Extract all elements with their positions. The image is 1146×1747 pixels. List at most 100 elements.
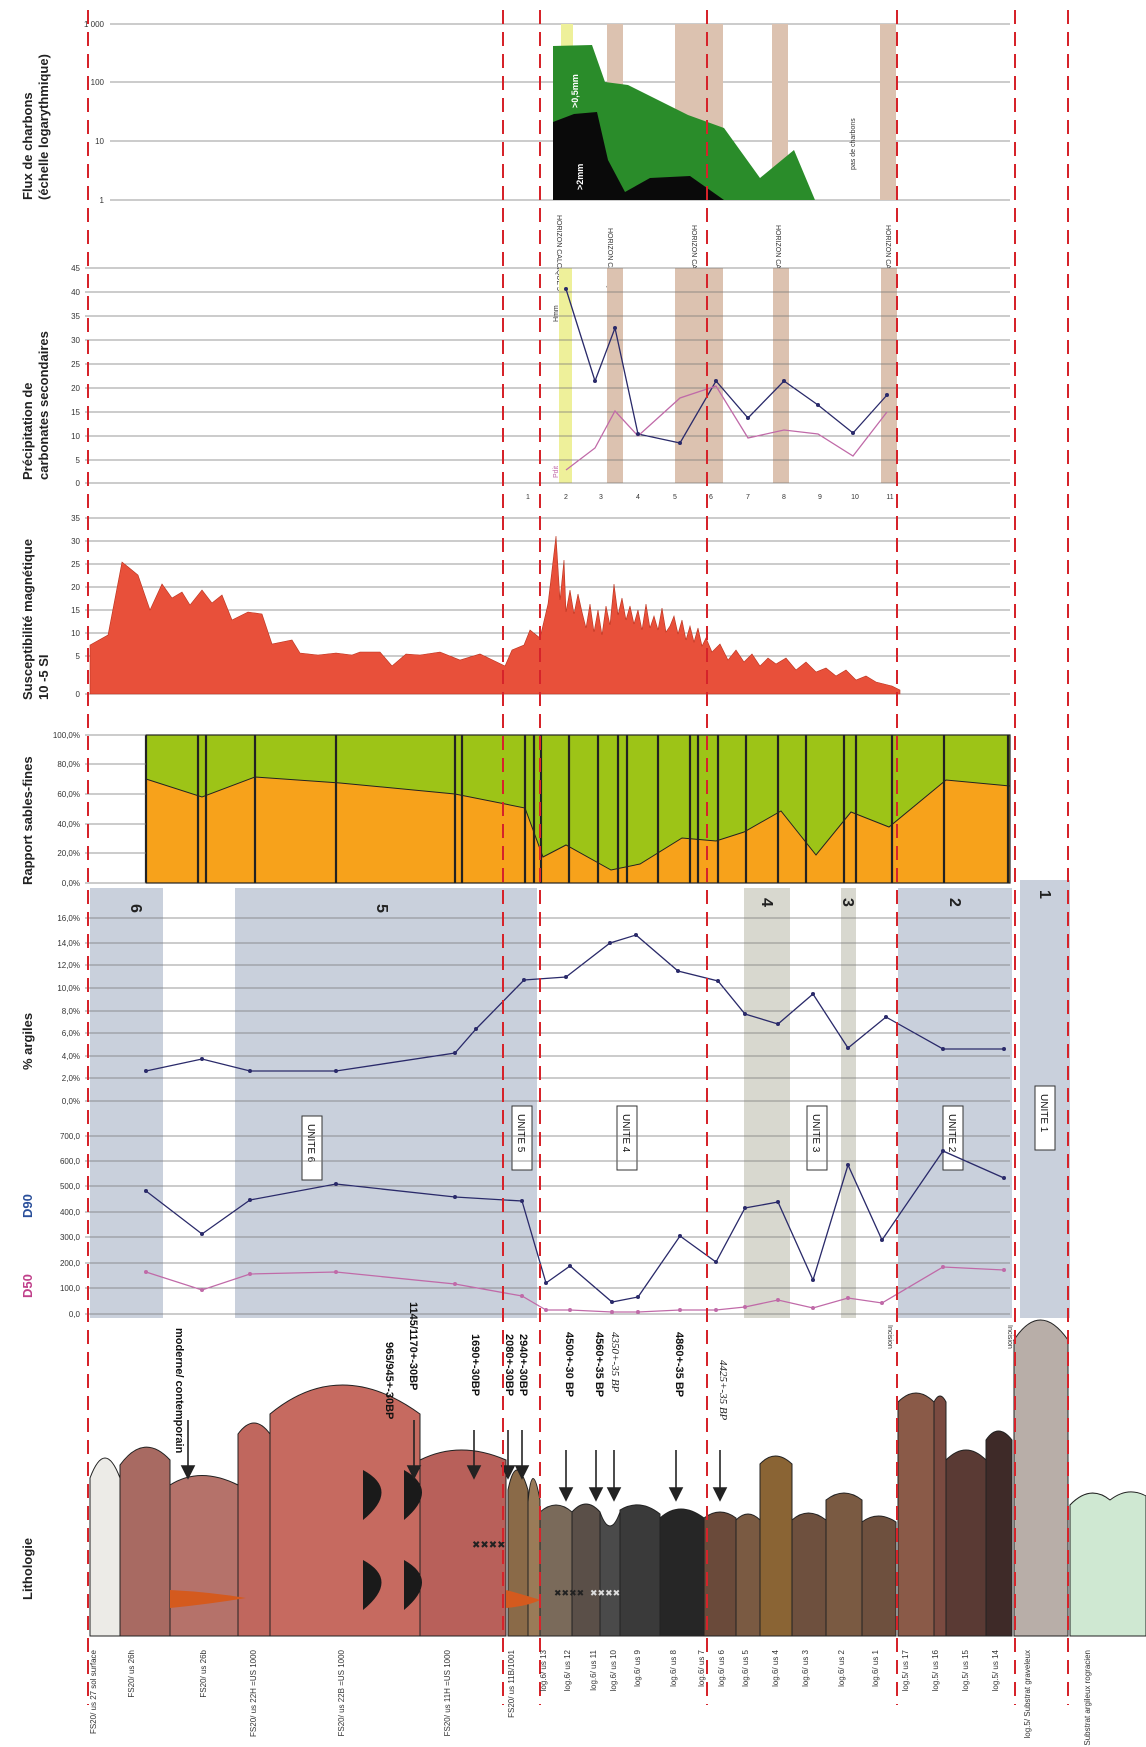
- sample-label: log.5/ us 15: [961, 1649, 970, 1691]
- sample-label: log.5/ us 17: [901, 1649, 910, 1691]
- clay-tick: 16,0%: [57, 914, 80, 923]
- sample-index: 9: [818, 494, 822, 501]
- grain-tick: 100,0: [60, 1284, 81, 1293]
- svg-text:✖✖✖✖: ✖✖✖✖: [590, 1589, 620, 1599]
- d50-label: D50: [20, 1274, 35, 1298]
- date-label: 1145/1170+-30BP: [407, 1302, 419, 1390]
- date-label: 4350+-35 BP: [609, 1332, 621, 1393]
- sample-label: log.6/ us 10: [609, 1649, 618, 1691]
- sample-label: log.6/ us 12: [563, 1649, 572, 1691]
- svg-text:✖✖✖✖: ✖✖✖✖: [554, 1589, 584, 1599]
- charcoal-area-coarse: [553, 112, 724, 200]
- sample-label: log.6/ us 3: [801, 1649, 810, 1686]
- sample-label: FS20/ us 11H =US 1000: [443, 1649, 452, 1736]
- sand-tick: 80,0%: [57, 760, 80, 769]
- carb-tick: 40: [71, 288, 80, 297]
- sample-label: FS20/ us 22B =US 1000: [337, 1649, 346, 1736]
- clay-tick: 8,0%: [62, 1007, 80, 1016]
- carb-tick: 15: [71, 408, 80, 417]
- charcoal-panel: 1 000 100 10 1 >0,5mm >2mm pas de charbo…: [20, 20, 1010, 205]
- mag-axis-label: Susceptibilité magnétique: [20, 539, 35, 700]
- sample-label: log.6/ us 8: [669, 1649, 678, 1686]
- sample-label: FS20/ us 26h: [127, 1650, 136, 1698]
- incision-label: Incision: [1006, 1325, 1013, 1349]
- charcoal-axis-label-2: (échelle logarythmique): [36, 54, 51, 200]
- date-label: 2080+-30BP: [503, 1334, 515, 1396]
- clay-tick: 10,0%: [57, 984, 80, 993]
- lithology-axis-label: Lithologie: [20, 1538, 35, 1600]
- sample-label: log.5/ us 14: [991, 1649, 1000, 1691]
- mag-tick: 30: [71, 537, 80, 546]
- date-label: 4560+-35 BP: [593, 1332, 605, 1397]
- carb-tick: 5: [76, 456, 81, 465]
- grain-tick: 300,0: [60, 1233, 81, 1242]
- carb-tick: 0: [76, 479, 81, 488]
- sample-index: 10: [851, 494, 859, 501]
- sample-label: log.5/ Substrat graveleux: [1023, 1650, 1032, 1739]
- date-label: 4860+-35 BP: [673, 1332, 685, 1397]
- sand-tick: 0,0%: [62, 879, 80, 888]
- grain-tick: 0,0: [69, 1310, 81, 1319]
- clay-tick: 4,0%: [62, 1052, 80, 1061]
- date-label: 4500+-30 BP: [563, 1332, 575, 1397]
- sample-labels: FS20/ us 27 sol surface FS20/ us 26h FS2…: [89, 1649, 1092, 1745]
- sand-tick: 100,0%: [53, 731, 80, 740]
- svg-text:✖✖✖✖: ✖✖✖✖: [472, 1540, 506, 1551]
- unit-number: 4: [758, 898, 775, 907]
- unit-number: 3: [839, 898, 856, 907]
- clay-tick: 0,0%: [62, 1097, 80, 1106]
- horizon-label: HORIZON CALCIQUE 3: [690, 225, 697, 301]
- carb-axis-label: Précipitation de: [20, 382, 35, 480]
- sand-area: [146, 777, 1010, 883]
- horizon-label: HORIZON CALCIQUE 5: [555, 215, 562, 291]
- date-label: 1690+-30BP: [469, 1334, 481, 1396]
- sand-ratio-panel: 100,0% 80,0% 60,0% 40,0% 20,0% 0,0% Rapp…: [20, 731, 1011, 888]
- date-label: moderne/ contemporain: [173, 1328, 185, 1454]
- sample-index: 2: [564, 494, 568, 501]
- mag-axis-label-2: 10 -5 SI: [36, 654, 51, 700]
- unit-number: 1: [1036, 890, 1053, 899]
- carb-tick: 20: [71, 384, 80, 393]
- mag-tick: 15: [71, 606, 80, 615]
- grain-tick: 500,0: [60, 1182, 81, 1191]
- mag-tick: 25: [71, 560, 80, 569]
- unit-background-bands: [90, 880, 1070, 1318]
- legend-hmm: Hmm: [553, 305, 560, 322]
- sample-label: log.5/ us 16: [931, 1649, 940, 1691]
- grain-tick: 600,0: [60, 1157, 81, 1166]
- radiocarbon-dates: moderne/ contemporain 965/945+-30BP 1145…: [173, 1302, 1013, 1454]
- sample-index: 1: [526, 494, 530, 501]
- sample-index: 6: [709, 494, 713, 501]
- carbonates-panel: 45 40 35 30 25 20 15 10 5 0 Hmm Pdit 1 2…: [20, 264, 1010, 501]
- sample-label: log.6/ us 5: [741, 1649, 750, 1686]
- sample-index: 8: [782, 494, 786, 501]
- mag-tick: 20: [71, 583, 80, 592]
- mag-tick: 5: [76, 652, 81, 661]
- charcoal-area-fine: [553, 45, 815, 200]
- sample-label: log.6/ us 4: [771, 1649, 780, 1686]
- grain-tick: 200,0: [60, 1259, 81, 1268]
- sample-label: FS20/ us 22H =US 1000: [249, 1649, 258, 1736]
- date-label: 4425+-35 BP: [717, 1360, 729, 1421]
- series-label-coarse: >2mm: [575, 164, 585, 190]
- sample-label: log.6/ us 1: [871, 1649, 880, 1686]
- clay-panel: 16,0% 14,0% 12,0% 10,0% 8,0% 6,0% 4,0% 2…: [20, 890, 1053, 1106]
- charcoal-tick: 10: [95, 137, 104, 146]
- clay-tick: 6,0%: [62, 1029, 80, 1038]
- unit-box-label: UNITE 6: [305, 1124, 316, 1163]
- incision-label: Incision: [886, 1325, 893, 1349]
- sample-label: log.6/ us 6: [717, 1649, 726, 1686]
- clay-axis-label: % argiles: [20, 1013, 35, 1070]
- grain-tick: 700,0: [60, 1132, 81, 1141]
- d90-label: D90: [20, 1194, 35, 1218]
- mag-tick: 10: [71, 629, 80, 638]
- carb-tick: 30: [71, 336, 80, 345]
- horizon-label: HORIZON CALCIQUE 1: [884, 225, 891, 301]
- unit-number: 5: [373, 904, 390, 913]
- unit-box-label: UNITE 1: [1038, 1094, 1049, 1133]
- legend-pdit: Pdit: [553, 466, 560, 478]
- clay-tick: 14,0%: [57, 939, 80, 948]
- sample-label: FS20/ us 11B/1001: [507, 1649, 516, 1717]
- sample-index: 7: [746, 494, 750, 501]
